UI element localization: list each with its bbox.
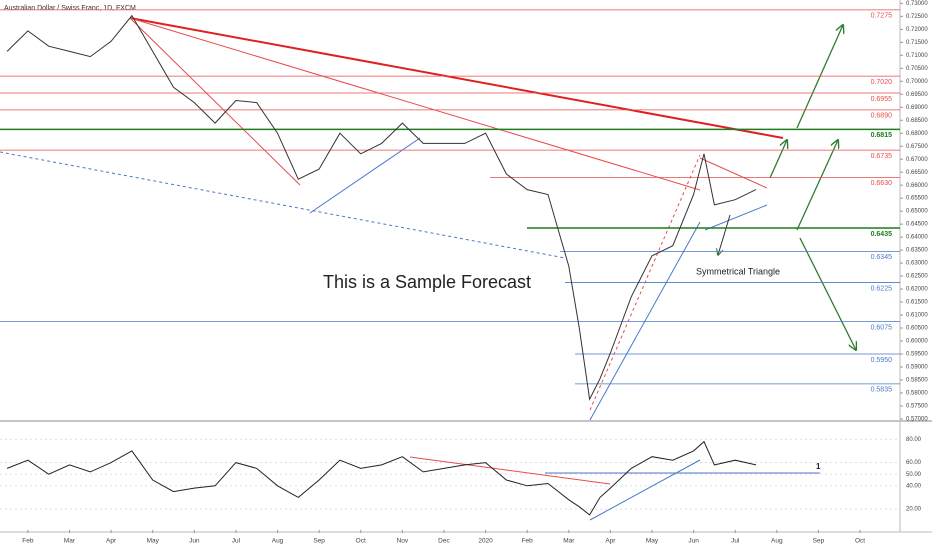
x-tick-label: Apr — [605, 538, 616, 545]
level-label: 0.6435 — [871, 231, 893, 238]
y-tick-label: 0.63500 — [906, 248, 928, 254]
y-tick-label: 0.70500 — [906, 66, 928, 72]
y2-tick-label: 20.00 — [906, 507, 922, 513]
x-tick-label: 2020 — [478, 538, 493, 545]
major-trendline — [129, 17, 784, 139]
y-tick-label: 0.62000 — [906, 287, 928, 293]
x-tick-label: Jul — [731, 538, 740, 545]
price-line — [6, 14, 757, 401]
forecast-arrow — [796, 25, 843, 129]
y-tick-label: 0.61500 — [906, 300, 928, 306]
forecast-arrow — [796, 140, 838, 231]
y-tick-label: 0.72500 — [906, 14, 928, 20]
y-tick-label: 0.58500 — [906, 378, 928, 384]
x-tick-label: Mar — [563, 538, 575, 545]
y-tick-label: 0.73000 — [906, 1, 928, 7]
triangle-edge — [699, 157, 768, 189]
level-label: 0.5950 — [871, 357, 893, 364]
y-tick-label: 0.58000 — [906, 391, 928, 397]
pointer — [718, 214, 731, 255]
y-tick-label: 0.71000 — [906, 53, 928, 59]
trendline — [589, 221, 701, 421]
level-label: 0.7275 — [871, 13, 893, 20]
y-tick-label: 0.63000 — [906, 261, 928, 267]
x-tick-label: Aug — [771, 538, 783, 545]
x-tick-label: Feb — [522, 538, 534, 545]
x-tick-label: Jun — [189, 538, 200, 545]
x-tick-label: Nov — [397, 538, 409, 545]
level-label: 0.6345 — [871, 254, 893, 261]
y-tick-label: 0.66000 — [906, 183, 928, 189]
y-tick-label: 0.68500 — [906, 118, 928, 124]
x-tick-label: Feb — [22, 538, 34, 545]
x-tick-label: Sep — [313, 538, 325, 545]
y-tick-label: 0.57500 — [906, 404, 928, 410]
rsi-line — [6, 440, 757, 516]
x-tick-label: Oct — [356, 538, 366, 545]
x-tick-label: Aug — [272, 538, 284, 545]
x-tick-label: Jun — [688, 538, 699, 545]
level-label: 0.6075 — [871, 324, 893, 331]
forecast-arrow — [769, 140, 787, 179]
trendline — [129, 17, 301, 186]
forecast-annotation: This is a Sample Forecast — [323, 272, 531, 292]
y-tick-label: 0.59000 — [906, 365, 928, 371]
y-tick-label: 0.64000 — [906, 235, 928, 241]
y2-tick-label: 60.00 — [906, 460, 922, 466]
x-tick-label: May — [646, 538, 659, 545]
y2-tick-label: 40.00 — [906, 483, 922, 489]
rsi-trendline — [589, 459, 701, 521]
x-tick-label: Apr — [106, 538, 117, 545]
y-tick-label: 0.69000 — [906, 105, 928, 111]
y-tick-label: 0.65000 — [906, 209, 928, 215]
pattern-label: Symmetrical Triangle — [696, 266, 780, 276]
y-tick-label: 0.60500 — [906, 326, 928, 332]
level-label: 0.5835 — [871, 387, 893, 394]
x-tick-label: Mar — [64, 538, 76, 545]
y-tick-label: 0.67000 — [906, 157, 928, 163]
y-tick-label: 0.70000 — [906, 79, 928, 85]
x-tick-label: Sep — [813, 538, 825, 545]
y2-tick-label: 50.00 — [906, 472, 922, 478]
trendline — [129, 17, 701, 191]
y-tick-label: 0.61000 — [906, 313, 928, 319]
chart-title: Australian Dollar / Swiss Franc, 1D, FXC… — [4, 5, 136, 12]
trendline — [309, 137, 421, 214]
x-tick-label: Oct — [855, 538, 865, 545]
level-label: 0.6890 — [871, 113, 893, 120]
level-label: 0.6735 — [871, 153, 893, 160]
y-tick-label: 0.67500 — [906, 144, 928, 150]
y-tick-label: 0.59500 — [906, 352, 928, 358]
y-tick-label: 0.65500 — [906, 196, 928, 202]
forecast-arrow — [799, 237, 856, 350]
level-label: 0.6225 — [871, 285, 893, 292]
rsi-label: 1 — [816, 462, 821, 471]
y-tick-label: 0.62500 — [906, 274, 928, 280]
y-tick-label: 0.71500 — [906, 40, 928, 46]
x-tick-label: Jul — [232, 538, 241, 545]
y-tick-label: 0.64500 — [906, 222, 928, 228]
x-tick-label: Dec — [438, 538, 450, 545]
level-label: 0.6955 — [871, 96, 893, 103]
y-tick-label: 0.60000 — [906, 339, 928, 345]
y-tick-label: 0.66500 — [906, 170, 928, 176]
y-tick-label: 0.57000 — [906, 417, 928, 423]
y-tick-label: 0.69500 — [906, 92, 928, 98]
y-tick-label: 0.72000 — [906, 27, 928, 33]
triangle-edge — [704, 204, 768, 231]
level-label: 0.6815 — [871, 132, 893, 139]
rsi-trendline — [409, 456, 611, 485]
level-label: 0.6630 — [871, 180, 893, 187]
y-tick-label: 0.68000 — [906, 131, 928, 137]
x-tick-label: May — [147, 538, 160, 545]
y2-tick-label: 80.00 — [906, 437, 922, 443]
level-label: 0.7020 — [871, 79, 893, 86]
